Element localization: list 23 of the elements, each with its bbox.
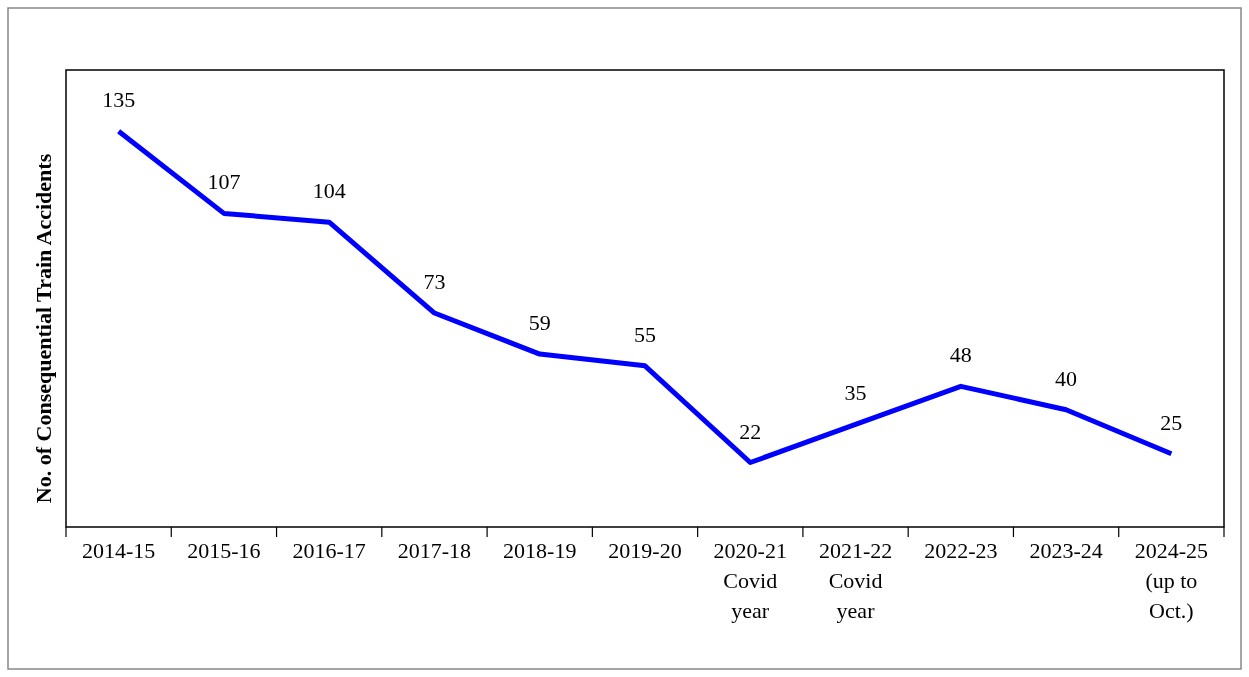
data-label: 25 — [1160, 409, 1183, 435]
data-label: 135 — [102, 87, 136, 113]
data-label: 48 — [949, 342, 972, 368]
x-tick-label: 2021-22 Covid year — [818, 538, 893, 623]
x-tick-label: 2016-17 — [292, 538, 366, 563]
x-tick-label: 2014-15 — [81, 538, 156, 563]
x-tick-label: 2020-21 Covid year — [713, 538, 787, 623]
x-tick-label: 2017-18 — [397, 538, 472, 563]
y-axis-title: No. of Consequential Train Accidents — [31, 153, 56, 504]
x-tick-label: 2024-25 (up to Oct.) — [1134, 538, 1209, 623]
x-tick-label: 2023-24 — [1029, 538, 1103, 563]
data-label: 59 — [528, 310, 551, 336]
data-label: 22 — [739, 418, 762, 444]
x-tick-label: 2019-20 — [608, 538, 682, 563]
data-label: 73 — [423, 269, 446, 295]
x-tick-label: 2015-16 — [187, 538, 261, 563]
data-label: 107 — [207, 169, 241, 195]
x-tick-label: 2022-23 — [924, 538, 998, 563]
data-label: 104 — [312, 178, 346, 204]
data-label: 40 — [1055, 365, 1078, 391]
data-label: 35 — [844, 380, 867, 406]
x-tick-label: 2018-19 — [503, 538, 577, 563]
data-label: 55 — [634, 321, 656, 347]
